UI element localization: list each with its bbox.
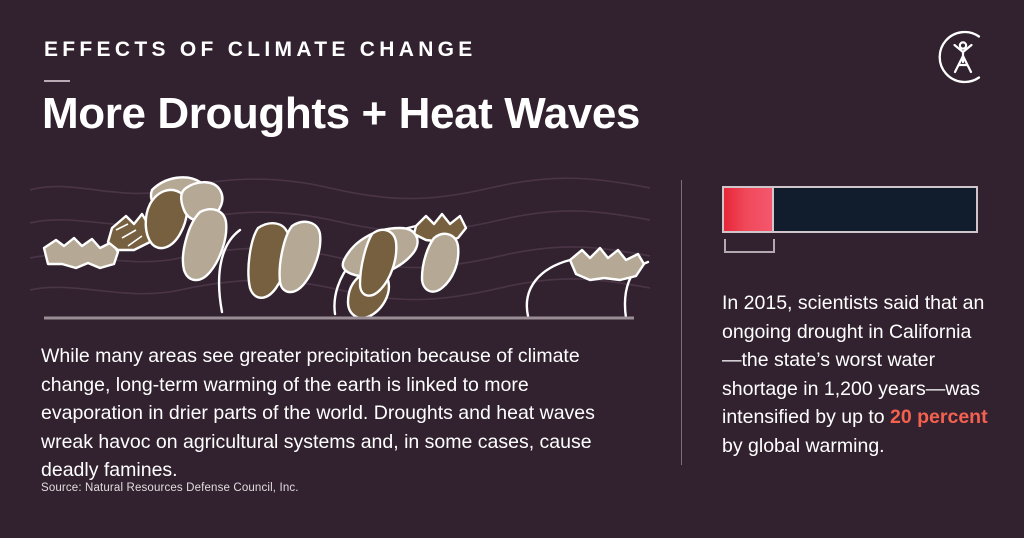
- source-credit: Source: Natural Resources Defense Counci…: [41, 482, 299, 494]
- climate-reality-logo: [932, 26, 994, 88]
- stat-text-after: by global warming.: [722, 434, 885, 457]
- stat-text-before: In 2015, scientists said that an ongoing…: [722, 292, 985, 428]
- wilting-plants-heat-illustration: [29, 168, 651, 326]
- plant-cluster-left: [42, 176, 228, 282]
- drought-intensification-bar-chart: [722, 186, 978, 253]
- eyebrow-label: EFFECTS OF CLIMATE CHANGE: [44, 38, 477, 61]
- stat-highlight-value: 20 percent: [890, 406, 988, 428]
- bar-track: [722, 186, 978, 233]
- stat-paragraph: In 2015, scientists said that an ongoing…: [722, 289, 990, 460]
- body-paragraph: While many areas see greater precipitati…: [41, 345, 595, 481]
- plant-cluster-right: [341, 212, 646, 320]
- panel-divider: [681, 180, 682, 465]
- bar-fill-intensified: [724, 188, 775, 231]
- header-rule-divider: [44, 80, 70, 82]
- plant-cluster-mid: [247, 220, 322, 299]
- bar-bracket-annotation: [724, 239, 776, 253]
- page-title: More Droughts + Heat Waves: [42, 89, 640, 138]
